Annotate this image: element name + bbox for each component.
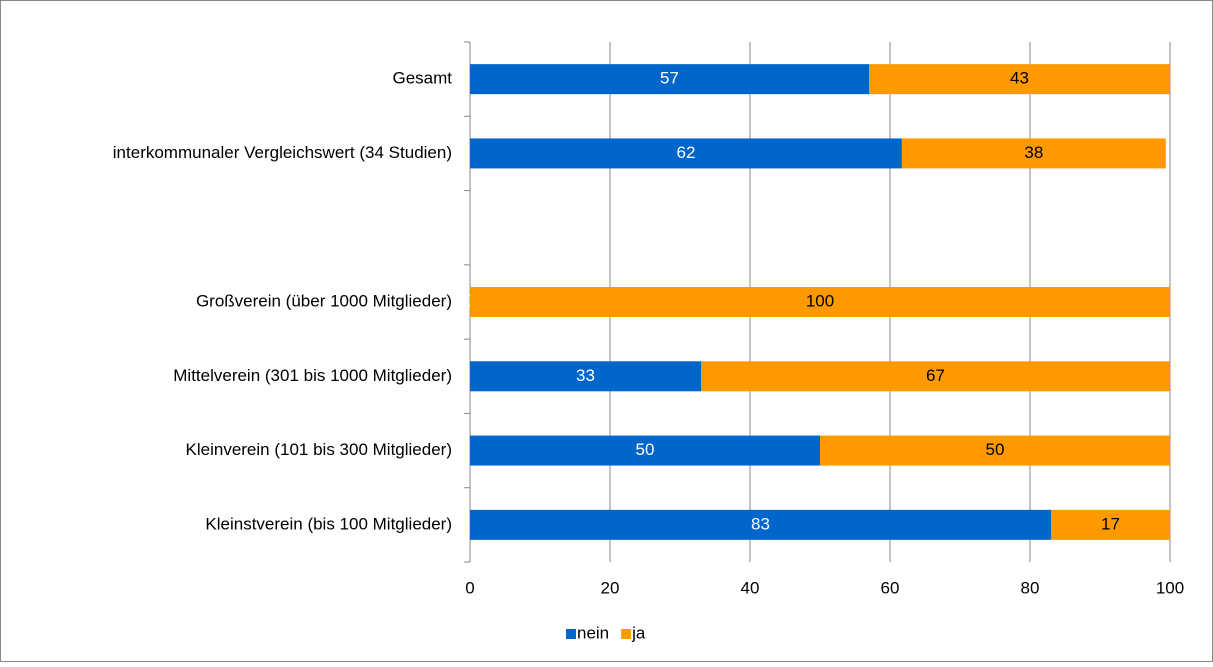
data-label: 57	[660, 69, 679, 88]
x-tick-label: 80	[1021, 578, 1040, 597]
data-label: 17	[1101, 514, 1120, 533]
bar-segment	[901, 138, 1166, 169]
bar-segment	[470, 435, 820, 466]
x-tick-label: 100	[1156, 578, 1184, 597]
y-tick-label: Kleinstverein (bis 100 Mitglieder)	[205, 514, 452, 533]
bar-segment	[470, 138, 902, 169]
data-label: 38	[1024, 143, 1043, 162]
data-label: 43	[1010, 69, 1029, 88]
data-label: 33	[576, 366, 595, 385]
y-tick-label: interkommunaler Vergleichswert (34 Studi…	[113, 143, 452, 162]
bar-segment	[820, 435, 1170, 466]
bar-segment	[470, 361, 701, 392]
bar-segment	[470, 287, 1170, 317]
data-label: 62	[676, 143, 695, 162]
legend-label: ja	[631, 623, 646, 642]
bar-segment	[869, 64, 1170, 95]
bar-segment	[470, 64, 869, 95]
data-label: 100	[806, 291, 834, 310]
y-tick-label: Kleinverein (101 bis 300 Mitglieder)	[186, 440, 452, 459]
bar-segment	[470, 509, 1051, 540]
data-label: 50	[986, 440, 1005, 459]
x-tick-label: 40	[741, 578, 760, 597]
x-tick-label: 60	[881, 578, 900, 597]
y-tick-label: Gesamt	[392, 69, 452, 88]
bar-segment	[1051, 509, 1170, 540]
legend-label: nein	[577, 623, 609, 642]
legend-swatch	[566, 629, 576, 639]
data-label: 83	[751, 514, 770, 533]
x-tick-label: 0	[465, 578, 474, 597]
legend-swatch	[621, 629, 632, 639]
x-tick-label: 20	[601, 578, 620, 597]
data-label: 50	[636, 440, 655, 459]
bar-segment	[701, 361, 1170, 392]
y-tick-label: Mittelverein (301 bis 1000 Mitglieder)	[173, 366, 452, 385]
y-tick-label: Großverein (über 1000 Mitglieder)	[196, 291, 452, 310]
data-label: 67	[926, 366, 945, 385]
